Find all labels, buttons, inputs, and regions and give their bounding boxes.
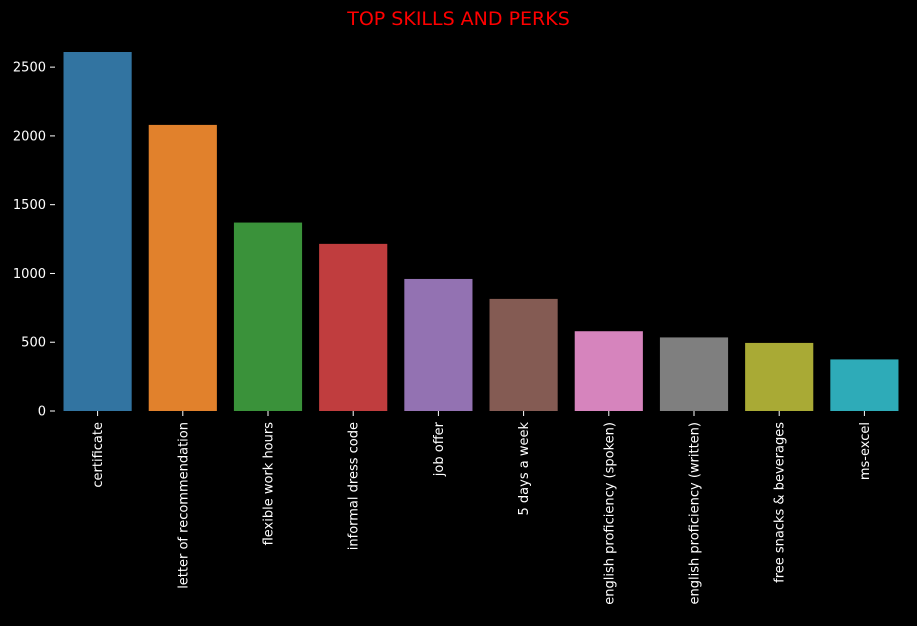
y-tick-label: 0 (38, 405, 46, 420)
x-tick-label: 5 days a week (517, 422, 532, 516)
x-tick-label: letter of recommendation (176, 422, 191, 589)
bars (63, 52, 899, 411)
y-tick-label: 2500 (13, 61, 46, 76)
bar-1 (148, 124, 217, 411)
x-tick-label: english proficiency (spoken) (602, 422, 617, 605)
x-tick-label: informal dress code (347, 422, 362, 550)
x-tick-label: free snacks & beverages (773, 422, 788, 583)
bar-4 (404, 278, 473, 411)
x-tick-label: certificate (91, 422, 106, 488)
chart-title: TOP SKILLS AND PERKS (347, 8, 570, 30)
y-tick-label: 500 (21, 336, 46, 351)
x-tick-label: ms-excel (858, 422, 873, 480)
bar-3 (319, 243, 388, 411)
y-tick-label: 2000 (13, 129, 46, 144)
y-tick-label: 1500 (13, 198, 46, 213)
bar-5 (489, 298, 558, 411)
y-tick-label: 1000 (13, 267, 46, 282)
bar-6 (574, 331, 643, 411)
bar-7 (659, 337, 729, 411)
x-tick-label: job offer (432, 421, 447, 477)
x-axis: certificate letter of recommendation flexi… (91, 411, 873, 605)
bar-2 (233, 222, 303, 411)
bar-0 (63, 52, 132, 411)
bar-8 (745, 342, 814, 411)
x-tick-label: english proficiency (written) (688, 422, 703, 604)
y-axis: 0 500 1000 1500 2000 2500 (13, 61, 55, 420)
bar-9 (830, 359, 899, 411)
x-tick-label: flexible work hours (262, 422, 277, 546)
